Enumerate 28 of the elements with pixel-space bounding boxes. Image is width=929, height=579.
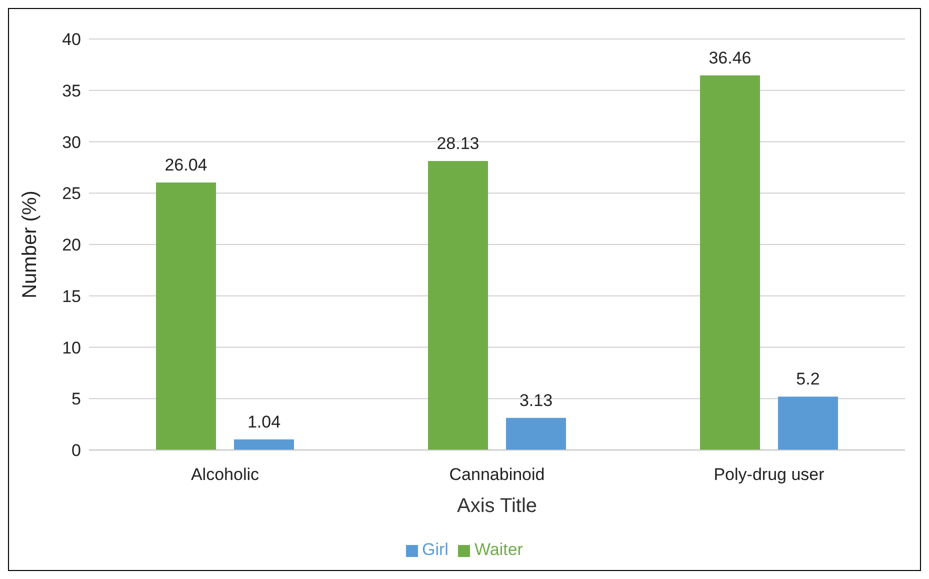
x-tick-label: Alcoholic [190, 465, 260, 484]
y-tick-label: 5 [72, 390, 81, 409]
x-tick-label: Cannabinoid [449, 465, 545, 484]
y-axis-title: Number (%) [19, 190, 42, 298]
bar [156, 182, 216, 450]
data-label: 26.04 [164, 155, 208, 174]
y-tick-label: 25 [62, 184, 81, 204]
legend-label: Girl [422, 540, 448, 559]
y-tick-label: 15 [62, 286, 81, 306]
data-label: 28.13 [436, 134, 480, 153]
data-label: 36.46 [708, 48, 752, 68]
bar [778, 396, 838, 450]
y-tick-label: 30 [62, 132, 81, 152]
bar [234, 439, 294, 450]
y-tick-label: 35 [62, 81, 81, 100]
y-tick-label: 0 [72, 441, 81, 460]
bar [700, 75, 760, 450]
data-label: 1.04 [247, 412, 281, 432]
data-label: 3.13 [519, 390, 553, 410]
x-tick-label: Poly-drug user [714, 465, 825, 484]
x-axis-title: Axis Title [456, 495, 538, 517]
y-tick-label: 10 [62, 338, 81, 358]
legend-label: Waiter [474, 540, 523, 559]
bar [506, 418, 566, 450]
y-tick-label: 20 [62, 236, 81, 255]
bar [428, 160, 488, 450]
data-label: 5.2 [796, 370, 820, 389]
y-tick-label: 40 [62, 30, 81, 50]
